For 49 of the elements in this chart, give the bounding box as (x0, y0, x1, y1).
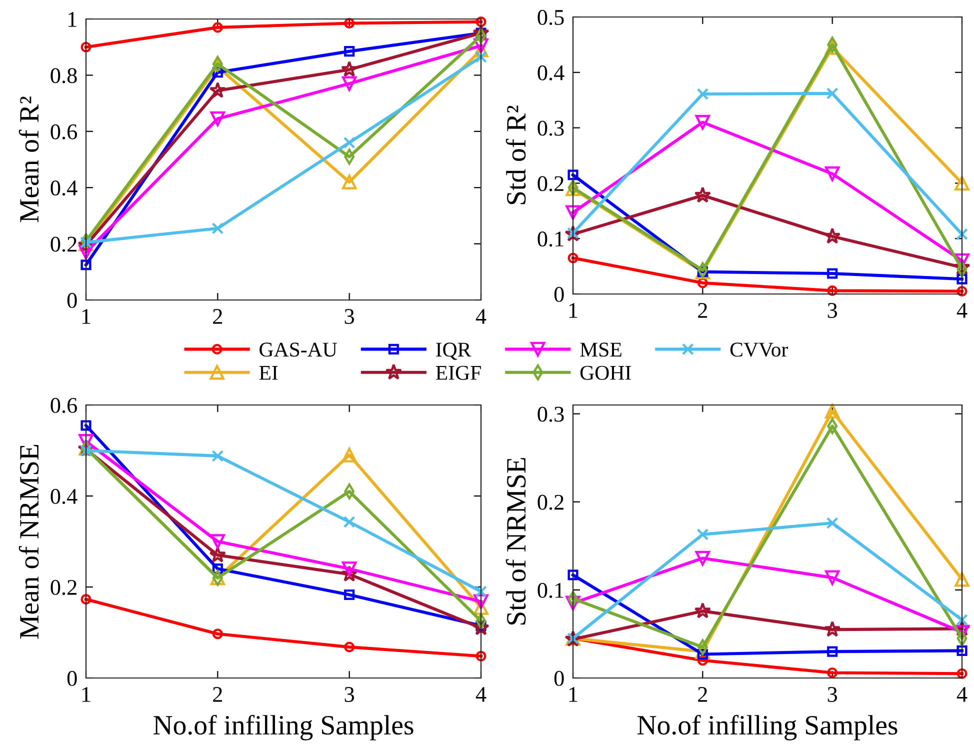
y-tick-label: 0.6 (50, 398, 78, 414)
y-axis-title: Std of NRMSE (506, 458, 526, 625)
y-tick-label: 0.4 (50, 488, 78, 504)
y-tick-label: 0.2 (538, 494, 564, 510)
y-tick-label: 0.2 (538, 176, 564, 192)
y-tick-label: 0.3 (538, 120, 564, 136)
legend-label: CVVor (730, 342, 788, 357)
y-tick-label: 0 (554, 670, 564, 686)
y-axis-title: Mean of R² (18, 96, 39, 222)
x-tick-label: 4 (476, 687, 486, 702)
legend-label: EI (259, 366, 278, 380)
y-tick-label: 0.4 (538, 65, 564, 80)
y-tick-label: 0.4 (50, 180, 78, 196)
x-tick-label: 1 (82, 687, 90, 702)
x-tick-label: 2 (698, 303, 707, 318)
y-tick-label: 0.1 (538, 232, 564, 247)
x-tick-label: 3 (344, 687, 354, 702)
x-tick-label: 3 (344, 309, 354, 324)
x-tick-label: 2 (213, 309, 222, 324)
legend-label: GOHI (580, 366, 631, 380)
y-tick-label: 0 (554, 286, 564, 302)
x-axis-title: No.of infilling Samples (638, 714, 898, 740)
y-tick-label: 0 (67, 292, 77, 308)
x-tick-label: 3 (828, 303, 838, 318)
legend-label: EIGF (436, 366, 481, 380)
x-tick-label: 1 (569, 687, 578, 702)
x-tick-label: 4 (476, 309, 486, 324)
y-tick-label: 0.2 (50, 580, 76, 596)
y-axis-title: Mean of NRMSE (18, 444, 39, 639)
y-tick-label: 0.2 (50, 236, 76, 252)
y-tick-label: 0.6 (50, 124, 78, 140)
y-tick-label: 1 (68, 12, 76, 27)
x-tick-label: 1 (569, 303, 578, 318)
x-tick-label: 1 (82, 309, 90, 324)
x-axis-title: No.of infilling Samples (154, 714, 414, 740)
legend-label: GAS-AU (260, 342, 337, 357)
x-tick-label: 2 (213, 687, 222, 702)
legend-label: IQR (436, 342, 472, 360)
x-tick-label: 3 (828, 687, 838, 702)
y-axis-title: Std of R² (506, 106, 526, 204)
x-tick-label: 2 (698, 687, 707, 702)
x-tick-label: 4 (956, 687, 968, 702)
x-tick-label: 4 (956, 303, 968, 318)
y-tick-label: 0.8 (50, 68, 77, 84)
legend-label: MSE (580, 342, 622, 357)
y-tick-label: 0.3 (538, 406, 564, 422)
y-tick-label: 0 (67, 670, 77, 686)
y-tick-label: 0.1 (538, 582, 564, 598)
y-tick-label: 0.5 (538, 10, 564, 26)
